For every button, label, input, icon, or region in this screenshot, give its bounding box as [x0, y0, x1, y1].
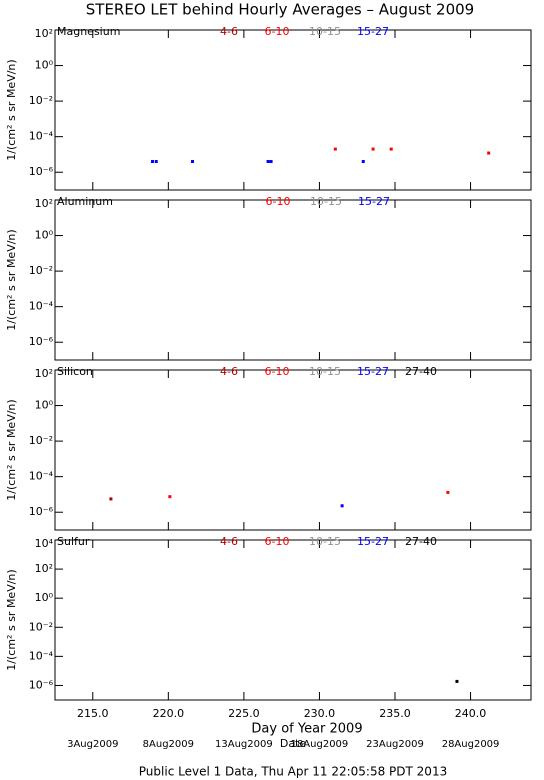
date-tick-label: 3Aug2009 — [67, 739, 118, 750]
data-point — [340, 504, 344, 508]
panel-title: Magnesium — [57, 25, 120, 38]
y-tick-label: 10² — [35, 562, 53, 575]
data-point — [333, 147, 337, 151]
data-point — [269, 160, 273, 164]
date-tick-label: 18Aug2009 — [291, 739, 349, 750]
y-tick-label: 10⁻⁴ — [29, 130, 54, 143]
x-tick-label: 235.0 — [379, 707, 411, 720]
legend-label: 6-10 — [265, 365, 290, 378]
legend-label: 15-27 — [357, 365, 389, 378]
legend-label: 4-6 — [220, 535, 238, 548]
plot-frame — [54, 369, 532, 531]
y-tick-label: 10⁻² — [29, 434, 53, 447]
legend-label: 10-15 — [309, 25, 341, 38]
legend-label: 15-27 — [357, 25, 389, 38]
x-tick-label: 225.0 — [228, 707, 260, 720]
data-point — [389, 147, 393, 151]
data-point — [371, 147, 375, 151]
x-tick-label: 230.0 — [304, 707, 336, 720]
data-point — [487, 151, 491, 155]
legend-label: 6-10 — [265, 535, 290, 548]
legend-label: 4-6 — [220, 25, 238, 38]
y-tick-label: 10² — [35, 27, 53, 40]
data-point — [361, 160, 365, 164]
data-point — [168, 495, 172, 499]
data-point — [266, 160, 270, 164]
plot-frame — [54, 539, 532, 701]
y-tick-label: 10⁻⁶ — [29, 165, 54, 178]
y-tick-label: 10⁻⁶ — [29, 505, 54, 518]
legend-label: 6-10 — [265, 25, 290, 38]
y-tick-label: 10⁻² — [29, 620, 53, 633]
plot-frame — [54, 29, 532, 191]
y-axis-label: 1/(cm² s sr MeV/n) — [5, 229, 18, 330]
y-tick-label: 10⁻² — [29, 94, 53, 107]
data-point — [446, 490, 450, 494]
y-tick-label: 10⁰ — [35, 59, 54, 72]
plot-frame — [54, 199, 532, 361]
data-point — [154, 160, 158, 164]
legend-label: 10-15 — [309, 365, 341, 378]
y-tick-label: 10² — [35, 367, 53, 380]
y-axis-label: 1/(cm² s sr MeV/n) — [5, 399, 18, 500]
y-tick-label: 10⁻⁴ — [29, 470, 54, 483]
legend-label: 15-27 — [357, 535, 389, 548]
date-tick-label: 13Aug2009 — [215, 739, 273, 750]
data-point — [455, 679, 459, 683]
date-axis-label: Date — [280, 737, 307, 750]
legend-label: 10-15 — [310, 195, 342, 208]
x-tick-label: 215.0 — [77, 707, 109, 720]
y-tick-label: 10⁻⁶ — [29, 335, 54, 348]
date-tick-label: 23Aug2009 — [366, 739, 424, 750]
data-point — [191, 160, 195, 164]
data-point — [109, 497, 113, 501]
y-tick-label: 10⁰ — [35, 399, 54, 412]
y-tick-label: 10² — [35, 197, 53, 210]
y-tick-label: 10⁻⁴ — [29, 300, 54, 313]
date-tick-label: 8Aug2009 — [143, 739, 194, 750]
date-tick-label: 28Aug2009 — [442, 739, 500, 750]
data-point — [150, 160, 154, 164]
y-axis-label: 1/(cm² s sr MeV/n) — [5, 569, 18, 670]
y-tick-label: 10⁻⁴ — [29, 649, 54, 662]
legend-label: 10-15 — [309, 535, 341, 548]
x-tick-label: 240.0 — [455, 707, 487, 720]
legend-label: 6-10 — [266, 195, 291, 208]
x-axis-label: Day of Year 2009 — [251, 722, 362, 737]
panel-title: Silicon — [57, 365, 93, 378]
footer: Public Level 1 Data, Thu Apr 11 22:05:58… — [139, 765, 447, 779]
legend-label: 15-27 — [358, 195, 390, 208]
chart-title: STEREO LET behind Hourly Averages – Augu… — [86, 1, 474, 19]
legend-label: 27-40 — [405, 535, 437, 548]
y-axis-label: 1/(cm² s sr MeV/n) — [5, 59, 18, 160]
panel-title: Aluminum — [57, 195, 113, 208]
y-tick-label: 10⁰ — [35, 591, 54, 604]
legend-label: 27-40 — [405, 365, 437, 378]
panel-title: Sulfur — [57, 535, 90, 548]
y-tick-label: 10⁴ — [35, 537, 54, 550]
y-tick-label: 10⁰ — [35, 229, 54, 242]
y-tick-label: 10⁻⁶ — [29, 678, 54, 691]
legend-label: 4-6 — [220, 365, 238, 378]
y-tick-label: 10⁻² — [29, 264, 53, 277]
x-tick-label: 220.0 — [153, 707, 185, 720]
